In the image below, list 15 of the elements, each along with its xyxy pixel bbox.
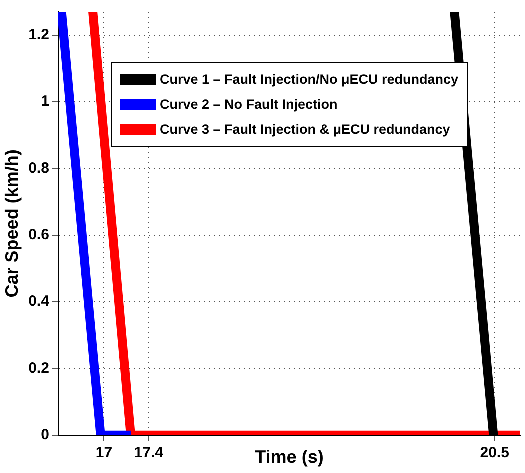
y-tick-label: 0.6 xyxy=(28,226,50,244)
legend-label: Curve 2 – No Fault Injection xyxy=(160,97,338,112)
x-tick-label: 20.5 xyxy=(480,444,510,462)
y-tick-label: 0 xyxy=(41,426,50,444)
y-tick-label: 0.4 xyxy=(28,293,50,310)
x-tick-label: 17.4 xyxy=(134,444,164,462)
x-tick-label: 17 xyxy=(96,444,113,462)
y-axis-title: Car Speed (km/h) xyxy=(2,150,22,298)
legend-label: Curve 3 – Fault Injection & μECU redundancy xyxy=(160,122,450,137)
y-tick-label: 1 xyxy=(41,93,50,110)
y-tick-label: 0.2 xyxy=(28,360,50,377)
x-axis-title: Time (s) xyxy=(255,447,324,468)
y-tick-label: 1.2 xyxy=(28,26,50,44)
y-tick-label: 0.8 xyxy=(28,160,50,177)
legend-label: Curve 1 – Fault Injection/No μECU redundancy xyxy=(160,72,459,87)
